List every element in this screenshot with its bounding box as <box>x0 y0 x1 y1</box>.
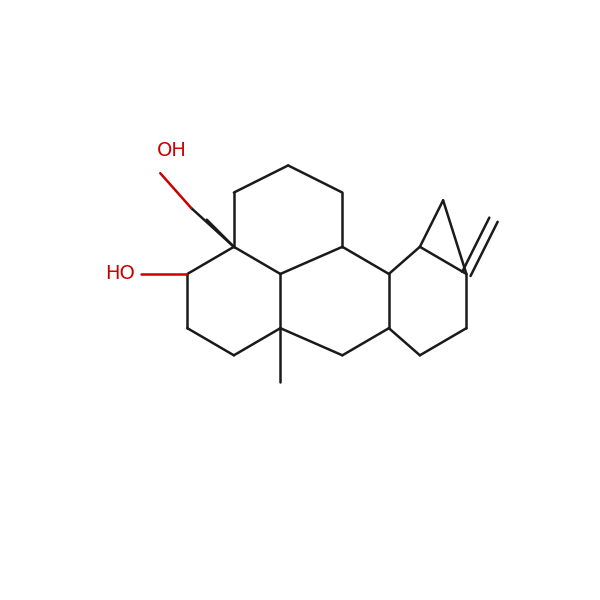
Text: OH: OH <box>157 140 186 160</box>
Text: HO: HO <box>105 265 135 283</box>
